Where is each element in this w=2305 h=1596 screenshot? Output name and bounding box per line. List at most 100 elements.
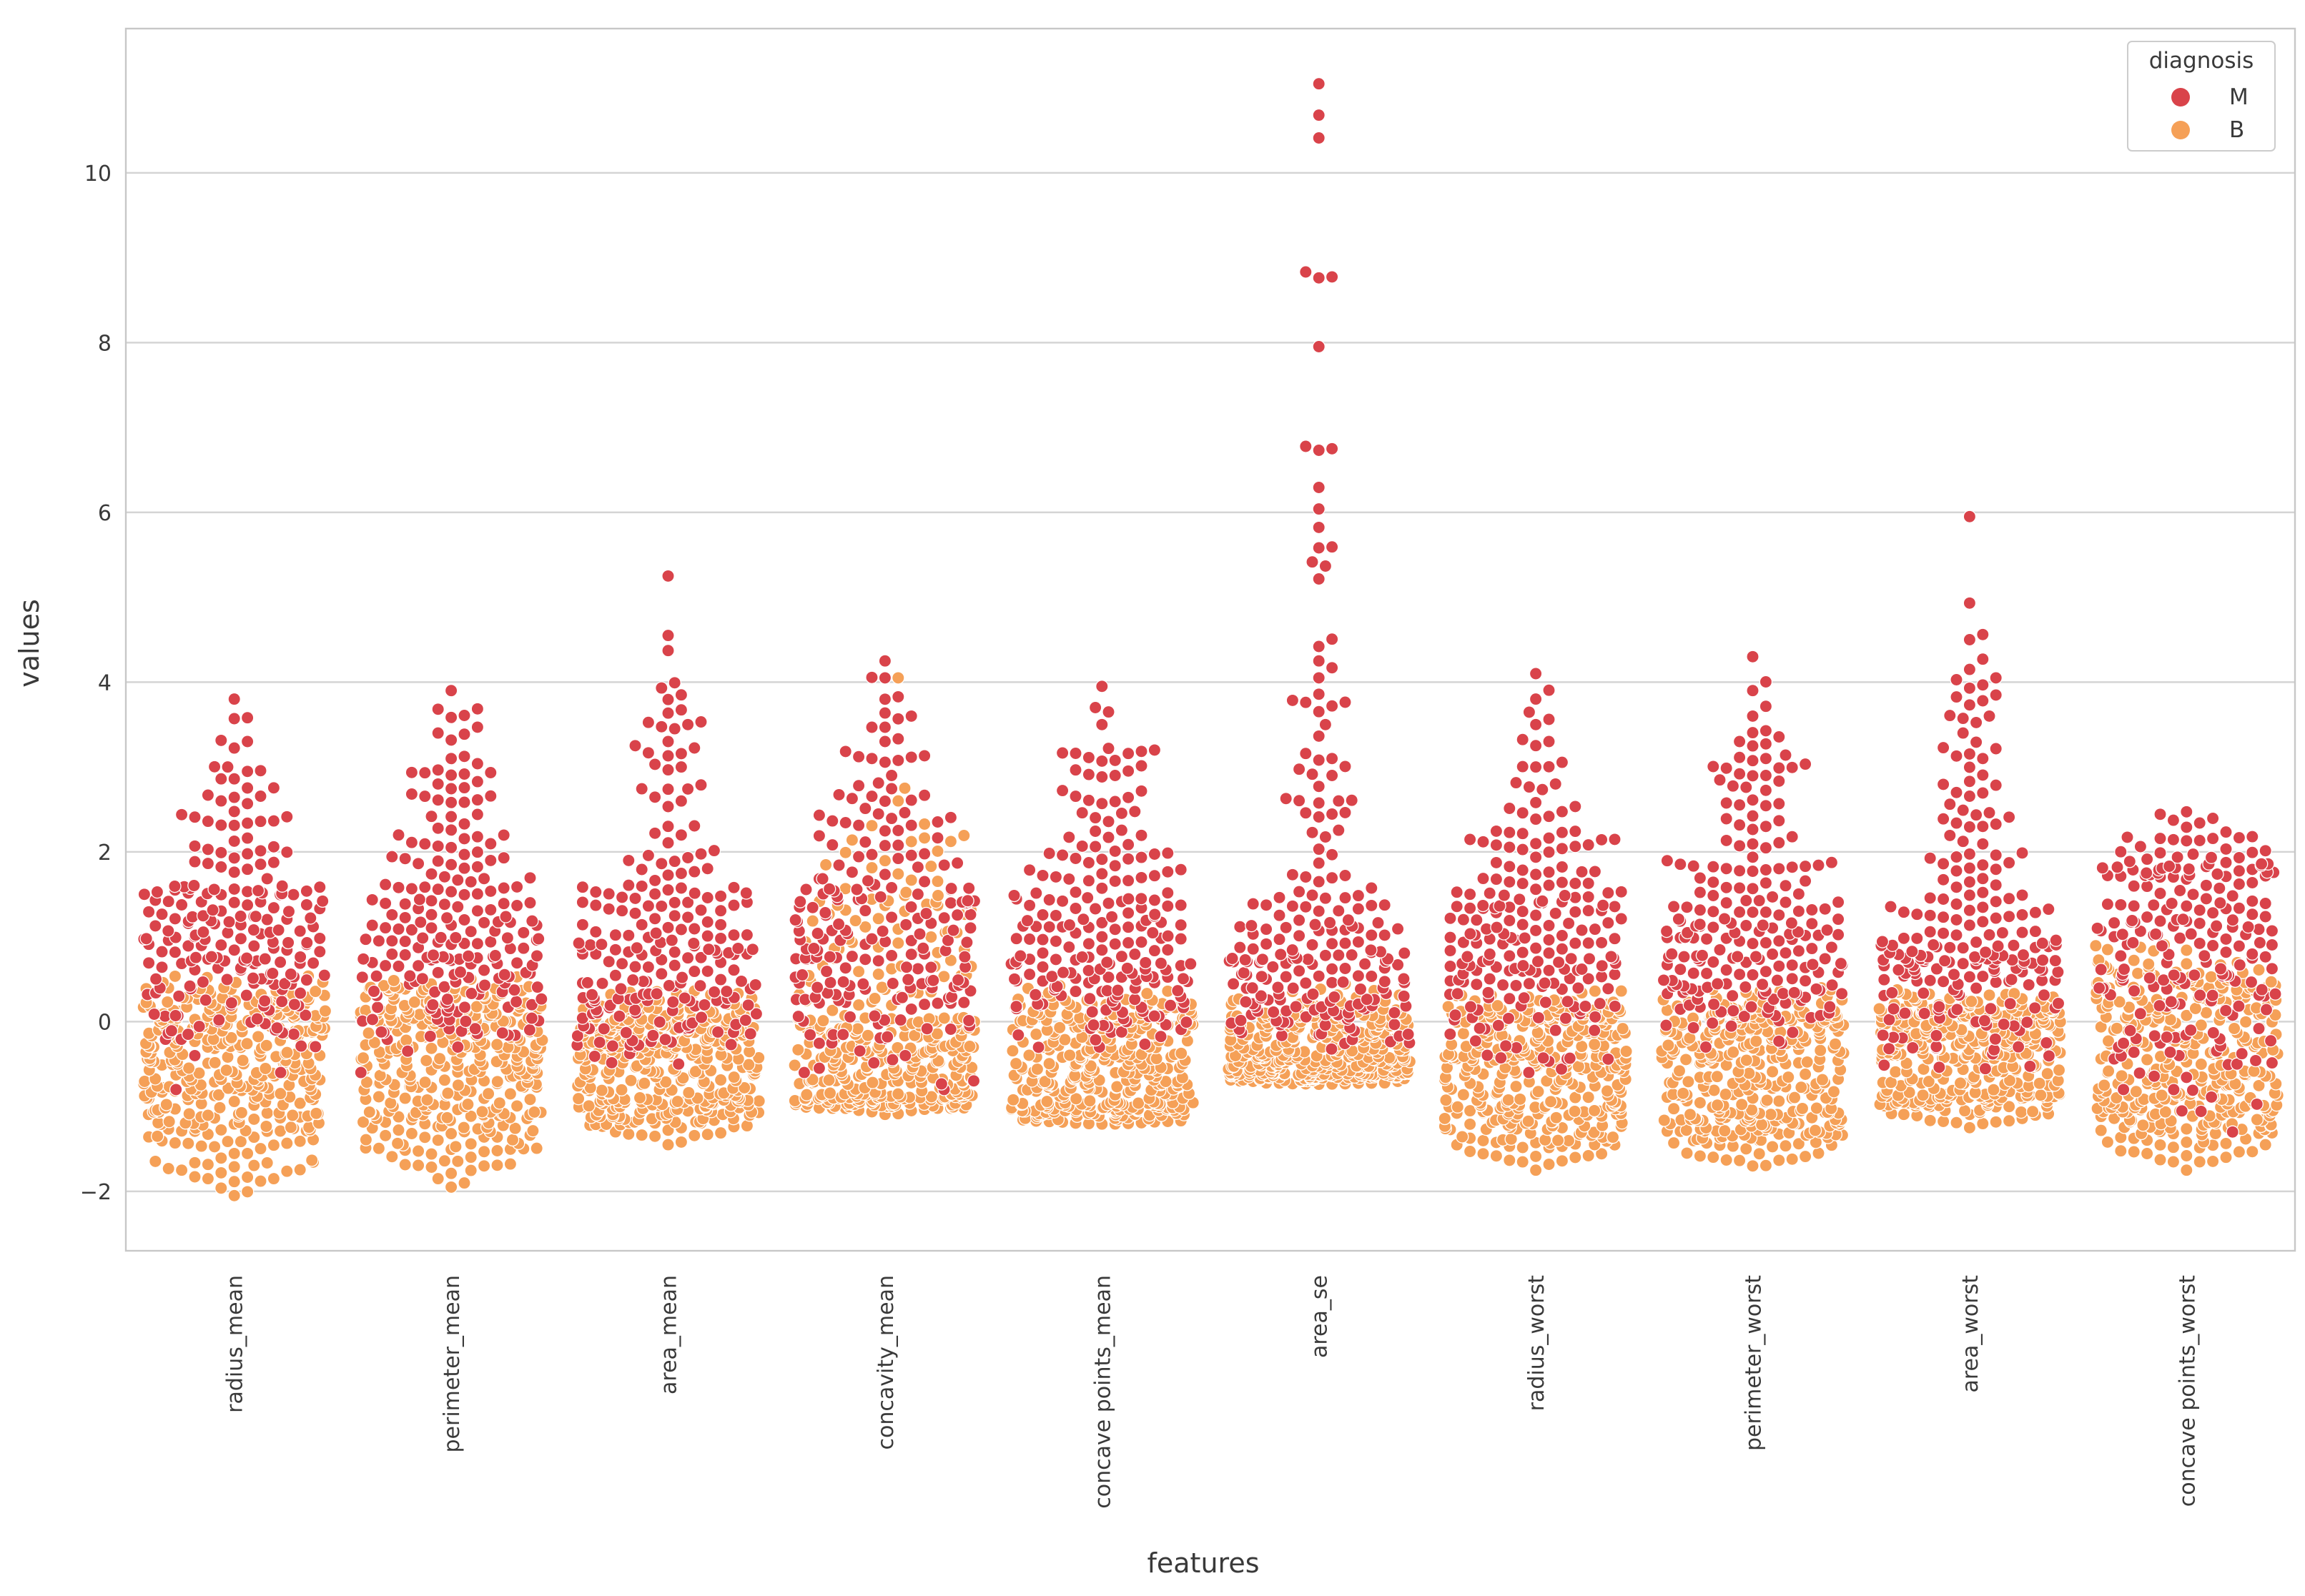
point-malignant [1594,833,1609,847]
point-malignant [214,794,228,808]
point-malignant [1397,989,1411,1003]
point-malignant [1069,746,1082,760]
point-malignant [1102,831,1115,844]
point-malignant [1305,826,1319,840]
point-malignant [1755,978,1770,991]
point-benign [213,1101,227,1115]
point-malignant [622,928,636,943]
point-malignant [1115,949,1129,963]
point-benign [1754,1118,1769,1131]
point-malignant [648,873,662,888]
point-benign [1719,1087,1732,1101]
point-malignant [655,857,668,871]
point-benign [1531,1084,1545,1099]
point-malignant [917,997,932,1011]
point-benign [168,969,182,983]
point-malignant [418,837,432,851]
point-malignant [1719,896,1733,910]
point-malignant [1555,842,1569,856]
point-benign [280,1136,294,1150]
point-benign [1581,1149,1595,1163]
point-benign [931,888,945,903]
point-malignant [904,848,918,862]
point-malignant [1601,916,1615,930]
point-malignant [150,885,164,899]
point-malignant [681,782,695,796]
point-malignant [1087,1018,1100,1032]
point-malignant [440,911,454,925]
point-malignant [1082,793,1096,808]
point-malignant [1108,795,1122,808]
point-benign [1513,1092,1527,1106]
point-malignant [1095,943,1109,957]
point-malignant [484,884,498,898]
point-malignant [1273,948,1288,961]
point-malignant [812,808,826,822]
point-malignant [300,884,314,898]
point-benign [1813,1044,1827,1057]
point-malignant [1299,695,1313,709]
point-malignant [702,942,716,956]
point-malignant [1707,955,1720,969]
point-malignant [1161,846,1175,860]
point-benign [1693,1096,1707,1110]
point-malignant [227,882,241,896]
point-malignant [1378,928,1391,942]
point-malignant [273,955,287,969]
point-malignant [300,973,314,987]
point-malignant [470,887,485,901]
point-malignant [1397,972,1411,986]
point-benign [615,1083,628,1097]
point-malignant [317,968,332,982]
point-malignant [744,1027,757,1041]
point-malignant [1732,750,1747,764]
point-malignant [222,915,236,929]
point-malignant [714,889,728,903]
point-malignant [227,851,241,865]
point-malignant [438,898,452,911]
point-malignant [843,1010,857,1024]
point-malignant [865,752,879,765]
point-malignant [1246,942,1260,956]
point-malignant [531,932,546,946]
point-malignant [1555,826,1569,839]
point-malignant [648,790,662,804]
point-malignant [1121,746,1135,760]
point-benign [1672,1064,1687,1078]
point-benign [188,1170,202,1184]
point-malignant [470,702,485,716]
point-malignant [1299,746,1313,760]
point-malignant [405,882,419,896]
point-malignant [1749,950,1763,963]
point-malignant [1699,932,1714,946]
point-benign [2014,1105,2028,1119]
point-malignant [142,905,156,919]
point-malignant [458,767,471,781]
point-malignant [1825,856,1839,869]
point-malignant [1746,739,1759,753]
point-benign [872,967,885,981]
point-malignant [149,972,163,986]
point-malignant [1497,888,1511,902]
point-malignant [1312,842,1326,856]
point-malignant [1503,949,1516,963]
point-malignant [227,834,241,848]
point-benign [458,1176,471,1190]
point-malignant [668,958,681,972]
point-malignant [1558,888,1571,903]
point-malignant [398,897,412,911]
point-malignant [641,746,656,760]
point-malignant [576,918,590,932]
point-malignant [227,692,241,706]
point-malignant [470,757,485,770]
point-malignant [1055,783,1070,798]
point-malignant [240,816,255,830]
point-malignant [1088,700,1102,715]
point-benign [1575,1039,1589,1054]
point-malignant [1121,764,1135,778]
point-malignant [865,670,879,685]
point-malignant [1312,969,1326,983]
point-malignant [1246,897,1260,911]
point-malignant [628,891,642,906]
point-malignant [1325,699,1339,713]
